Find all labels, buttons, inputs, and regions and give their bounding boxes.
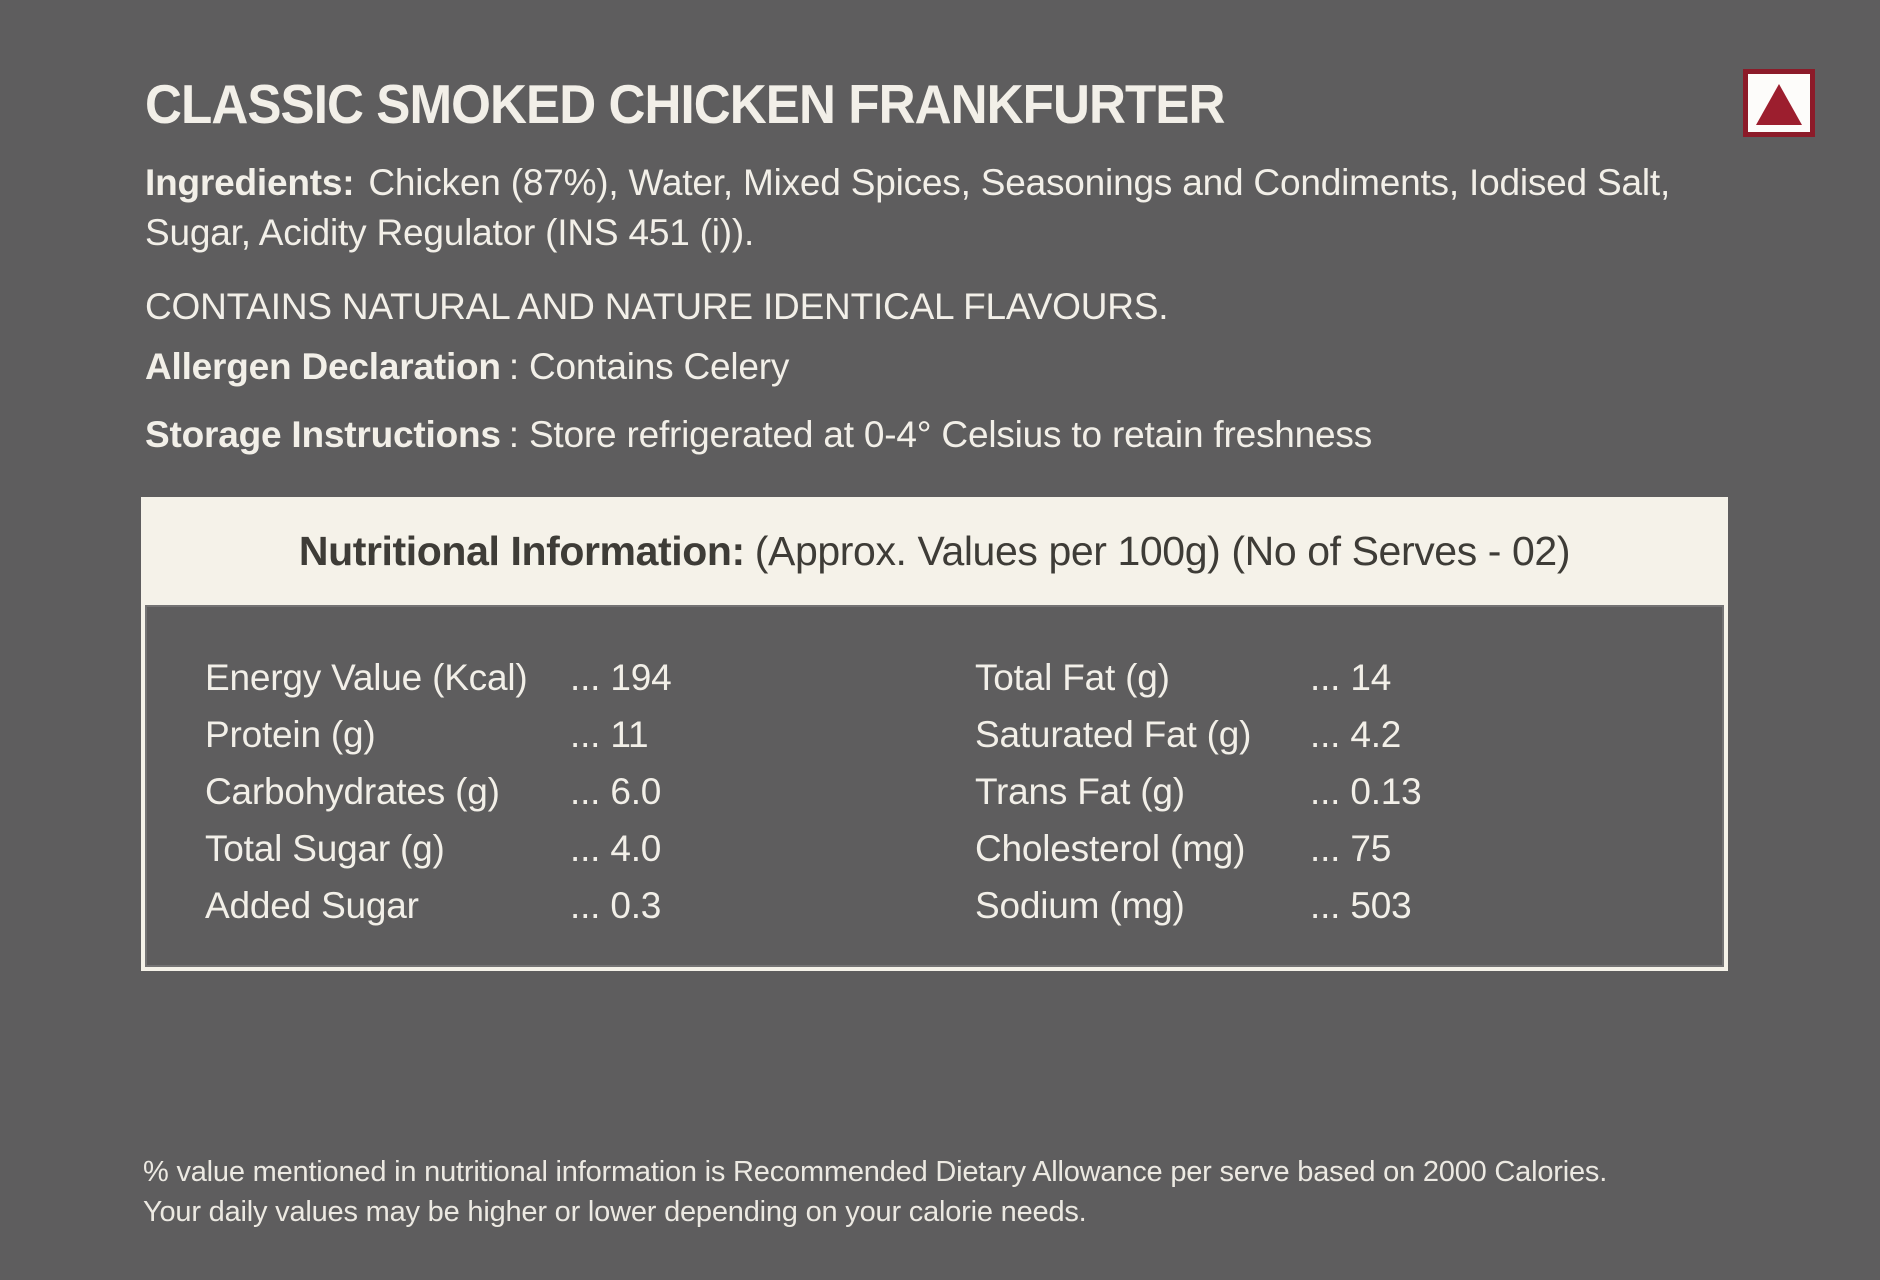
rda-disclaimer: % value mentioned in nutritional informa…	[143, 1152, 1783, 1232]
nutrition-grid: Energy Value (Kcal) ... 194 Total Fat (g…	[145, 605, 1724, 934]
nutrient-value: ... 4.2	[1310, 713, 1402, 755]
rda-disclaimer-line2: Your daily values may be higher or lower…	[143, 1196, 1087, 1228]
nutrient-value: ... 503	[1310, 884, 1412, 926]
nutrition-header-title: Nutritional Information:	[298, 527, 745, 574]
allergen-label: Allergen Declaration	[145, 346, 501, 387]
ingredients-text: Chicken (87%), Water, Mixed Spices, Seas…	[145, 162, 1671, 253]
nutrition-header-band: Nutritional Information: (Approx. Values…	[141, 497, 1728, 605]
nutrient-value: ... 11	[570, 713, 649, 755]
rda-disclaimer-line1: % value mentioned in nutritional informa…	[143, 1156, 1608, 1188]
nutrient-label: Trans Fat (g)	[975, 770, 1185, 812]
storage-label: Storage Instructions	[145, 414, 501, 455]
allergen-text: : Contains Celery	[508, 346, 790, 387]
nutrient-label: Total Fat (g)	[975, 656, 1170, 698]
nutrient-label: Carbohydrates (g)	[205, 770, 500, 812]
allergen-declaration: Allergen Declaration: Contains Celery	[145, 342, 1745, 392]
storage-text: : Store refrigerated at 0-4° Celsius to …	[508, 414, 1373, 455]
nutrient-value: ... 4.0	[570, 827, 662, 869]
nutrient-label: Energy Value (Kcal)	[205, 656, 528, 698]
nutrition-table: Energy Value (Kcal) ... 194 Total Fat (g…	[141, 605, 1728, 971]
non-veg-mark-icon	[1743, 69, 1815, 137]
nutrient-label: Protein (g)	[205, 713, 376, 755]
nutrient-value: ... 75	[1310, 827, 1392, 869]
nutrient-label: Added Sugar	[205, 884, 419, 926]
non-veg-triangle-icon	[1756, 84, 1802, 125]
nutrient-label: Saturated Fat (g)	[975, 713, 1252, 755]
nutrient-value: ... 194	[570, 656, 672, 698]
product-title: CLASSIC SMOKED CHICKEN FRANKFURTER	[145, 73, 1225, 135]
nutrient-label: Total Sugar (g)	[205, 827, 445, 869]
flavour-note: CONTAINS NATURAL AND NATURE IDENTICAL FL…	[145, 286, 1169, 327]
nutrient-value: ... 14	[1310, 656, 1392, 698]
nutrition-header-suffix: (Approx. Values per 100g) (No of Serves …	[754, 527, 1571, 574]
nutrient-label: Cholesterol (mg)	[975, 827, 1246, 869]
nutrient-label: Sodium (mg)	[975, 884, 1185, 926]
ingredients-paragraph: Ingredients: Chicken (87%), Water, Mixed …	[145, 158, 1725, 258]
nutrient-value: ... 6.0	[570, 770, 662, 812]
storage-instructions: Storage Instructions: Store refrigerated…	[145, 410, 1785, 460]
nutrient-value: ... 0.3	[570, 884, 662, 926]
ingredients-label: Ingredients:	[145, 162, 355, 203]
nutrient-value: ... 0.13	[1310, 770, 1422, 812]
